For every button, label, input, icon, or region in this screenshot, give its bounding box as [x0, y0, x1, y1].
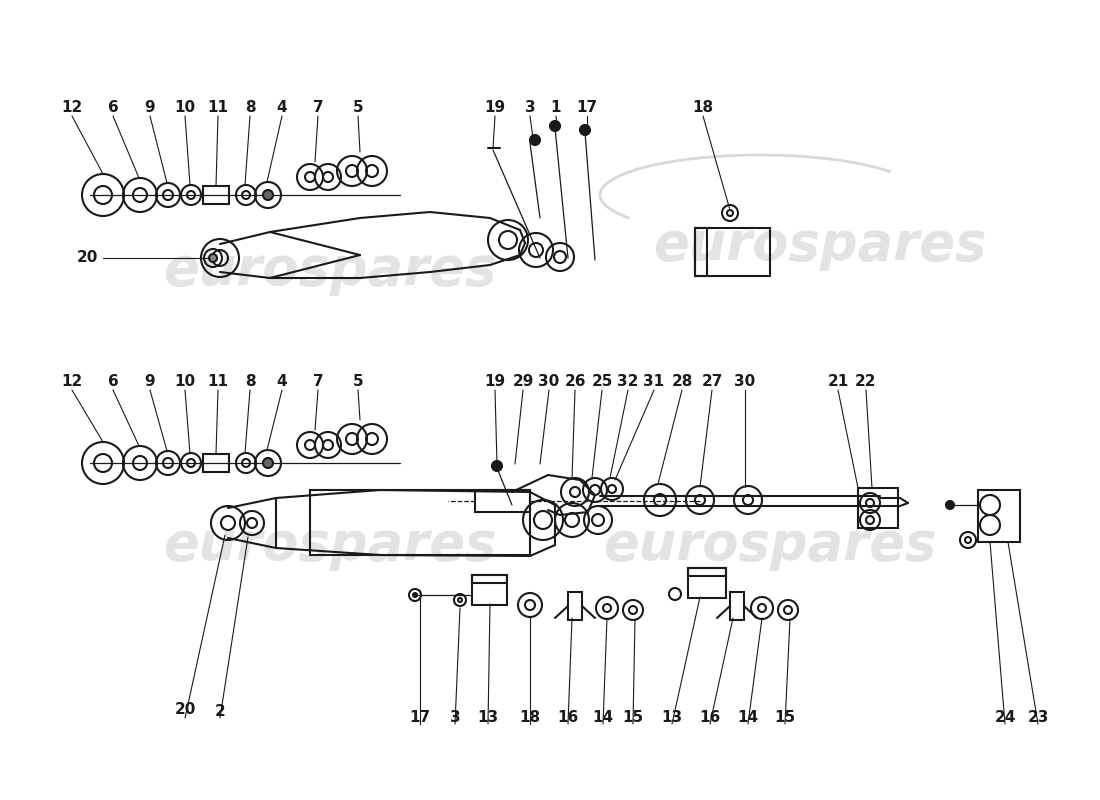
Text: 4: 4	[277, 101, 287, 115]
Text: 27: 27	[702, 374, 723, 390]
Text: 12: 12	[62, 374, 82, 390]
Text: 16: 16	[558, 710, 579, 726]
Bar	[688, 568, 726, 576]
Circle shape	[263, 190, 273, 200]
Text: 14: 14	[737, 710, 759, 726]
Text: 20: 20	[76, 250, 98, 266]
Text: 22: 22	[856, 374, 877, 390]
Text: 30: 30	[735, 374, 756, 390]
Text: 29: 29	[513, 374, 534, 390]
Bar	[730, 592, 744, 620]
Text: 14: 14	[593, 710, 614, 726]
Text: 26: 26	[564, 374, 585, 390]
Text: 3: 3	[525, 101, 536, 115]
Text: 13: 13	[661, 710, 683, 726]
Text: 28: 28	[671, 374, 693, 390]
Text: 5: 5	[353, 374, 363, 390]
Text: 24: 24	[994, 710, 1015, 726]
Text: 9: 9	[145, 101, 155, 115]
Text: eurospares: eurospares	[603, 519, 937, 571]
Bar	[472, 575, 507, 583]
Text: 4: 4	[277, 374, 287, 390]
Text: 11: 11	[208, 374, 229, 390]
Circle shape	[209, 254, 217, 262]
Bar	[858, 488, 898, 528]
Text: 15: 15	[623, 710, 643, 726]
Bar	[204, 186, 229, 204]
Bar	[695, 228, 770, 276]
Text: 10: 10	[175, 101, 196, 115]
Bar	[688, 568, 726, 598]
Circle shape	[530, 135, 540, 145]
Text: 15: 15	[774, 710, 795, 726]
Text: eurospares: eurospares	[163, 244, 497, 296]
Text: 11: 11	[208, 101, 229, 115]
Text: 19: 19	[484, 374, 506, 390]
Text: 7: 7	[312, 374, 323, 390]
Text: 16: 16	[700, 710, 720, 726]
Bar	[475, 490, 530, 512]
Text: 30: 30	[538, 374, 560, 390]
Text: 5: 5	[353, 101, 363, 115]
Text: 8: 8	[244, 374, 255, 390]
Bar	[472, 575, 507, 605]
Text: 21: 21	[827, 374, 848, 390]
Circle shape	[492, 461, 502, 471]
Bar	[978, 490, 1020, 542]
Bar	[310, 490, 530, 555]
Text: 13: 13	[477, 710, 498, 726]
Circle shape	[580, 125, 590, 135]
Text: 2: 2	[214, 705, 225, 719]
Circle shape	[550, 121, 560, 131]
Text: 19: 19	[484, 101, 506, 115]
Text: 7: 7	[312, 101, 323, 115]
Text: 1: 1	[551, 101, 561, 115]
Text: 6: 6	[108, 101, 119, 115]
Text: eurospares: eurospares	[163, 519, 497, 571]
Text: 31: 31	[644, 374, 664, 390]
Text: 20: 20	[174, 702, 196, 718]
Text: eurospares: eurospares	[653, 219, 987, 271]
Circle shape	[412, 593, 417, 597]
Text: 6: 6	[108, 374, 119, 390]
Text: 17: 17	[576, 101, 597, 115]
Text: 18: 18	[692, 101, 714, 115]
Text: 23: 23	[1027, 710, 1048, 726]
Text: 12: 12	[62, 101, 82, 115]
Text: 17: 17	[409, 710, 430, 726]
Bar	[695, 228, 707, 276]
Text: 10: 10	[175, 374, 196, 390]
Text: 18: 18	[519, 710, 540, 726]
Text: 3: 3	[450, 710, 460, 726]
Bar	[568, 592, 582, 620]
Text: 9: 9	[145, 374, 155, 390]
Text: 25: 25	[592, 374, 613, 390]
Circle shape	[946, 501, 954, 509]
Text: 32: 32	[617, 374, 639, 390]
Bar	[204, 454, 229, 472]
Text: 8: 8	[244, 101, 255, 115]
Circle shape	[263, 458, 273, 468]
